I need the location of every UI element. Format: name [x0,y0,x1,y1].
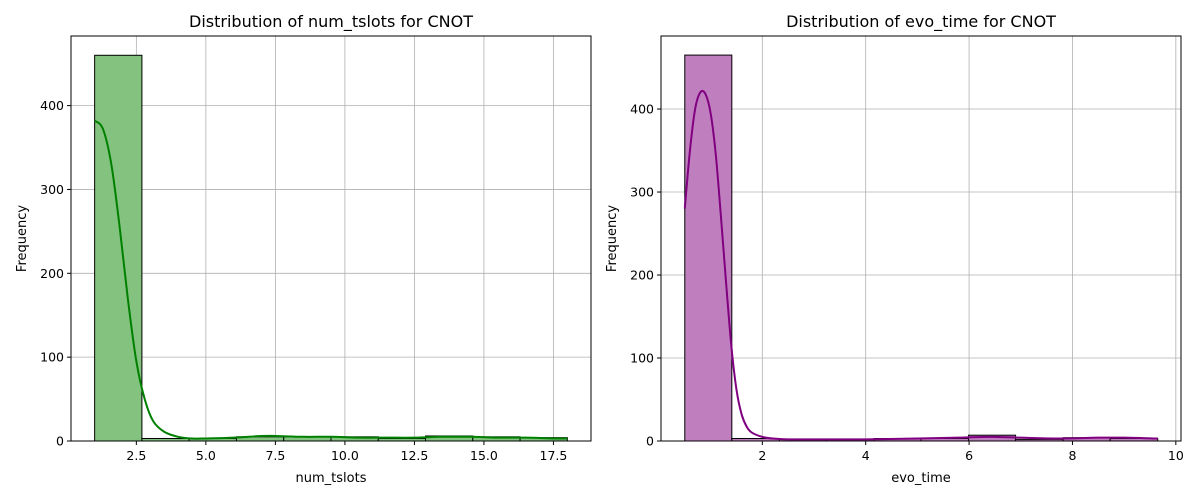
x-tick-label: 2.5 [126,448,146,463]
x-tick-label: 17.5 [540,448,568,463]
y-tick-label: 300 [40,182,64,197]
x-tick-label: 2 [758,448,766,463]
x-tick-label: 8 [1068,448,1076,463]
y-tick-label: 0 [646,434,654,449]
x-axis-label: num_tslots [296,471,367,486]
y-axis-label: Frequency [15,205,30,272]
y-axis-label: Frequency [605,205,620,272]
y-tick-label: 200 [40,266,64,281]
y-tick-label: 400 [40,98,64,113]
x-tick-label: 10.0 [331,448,359,463]
y-tick-label: 400 [630,102,654,117]
x-tick-label: 12.5 [401,448,429,463]
y-tick-label: 300 [630,185,654,200]
evo-time-chart-title: Distribution of evo_time for CNOT [786,12,1056,32]
histogram-bar [94,54,143,442]
num-tslots-histogram-chart: 2.5 5.0 7.5 10.0 12.5 15.0 17.5 0 100 200 300 400 Di… [15,12,592,486]
kde-curve [93,119,568,440]
num-tslots-chart-title: Distribution of num_tslots for CNOT [189,12,473,32]
y-tick-label: 200 [630,268,654,283]
y-tick-label: 0 [56,434,64,449]
axes-frame [660,35,1182,442]
x-tick-label: 6 [965,448,973,463]
kde-curve [683,89,1158,441]
x-axis-label: evo_time [891,471,951,486]
y-tick-label: 100 [630,351,654,366]
x-tick-label: 15.0 [470,448,498,463]
axes-frame [70,35,592,442]
y-tick-label: 100 [40,350,64,365]
histogram-bar [684,54,733,442]
x-tick-label: 10 [1168,448,1184,463]
x-tick-label: 7.5 [265,448,285,463]
x-tick-label: 5.0 [196,448,216,463]
x-tick-label: 4 [862,448,870,463]
